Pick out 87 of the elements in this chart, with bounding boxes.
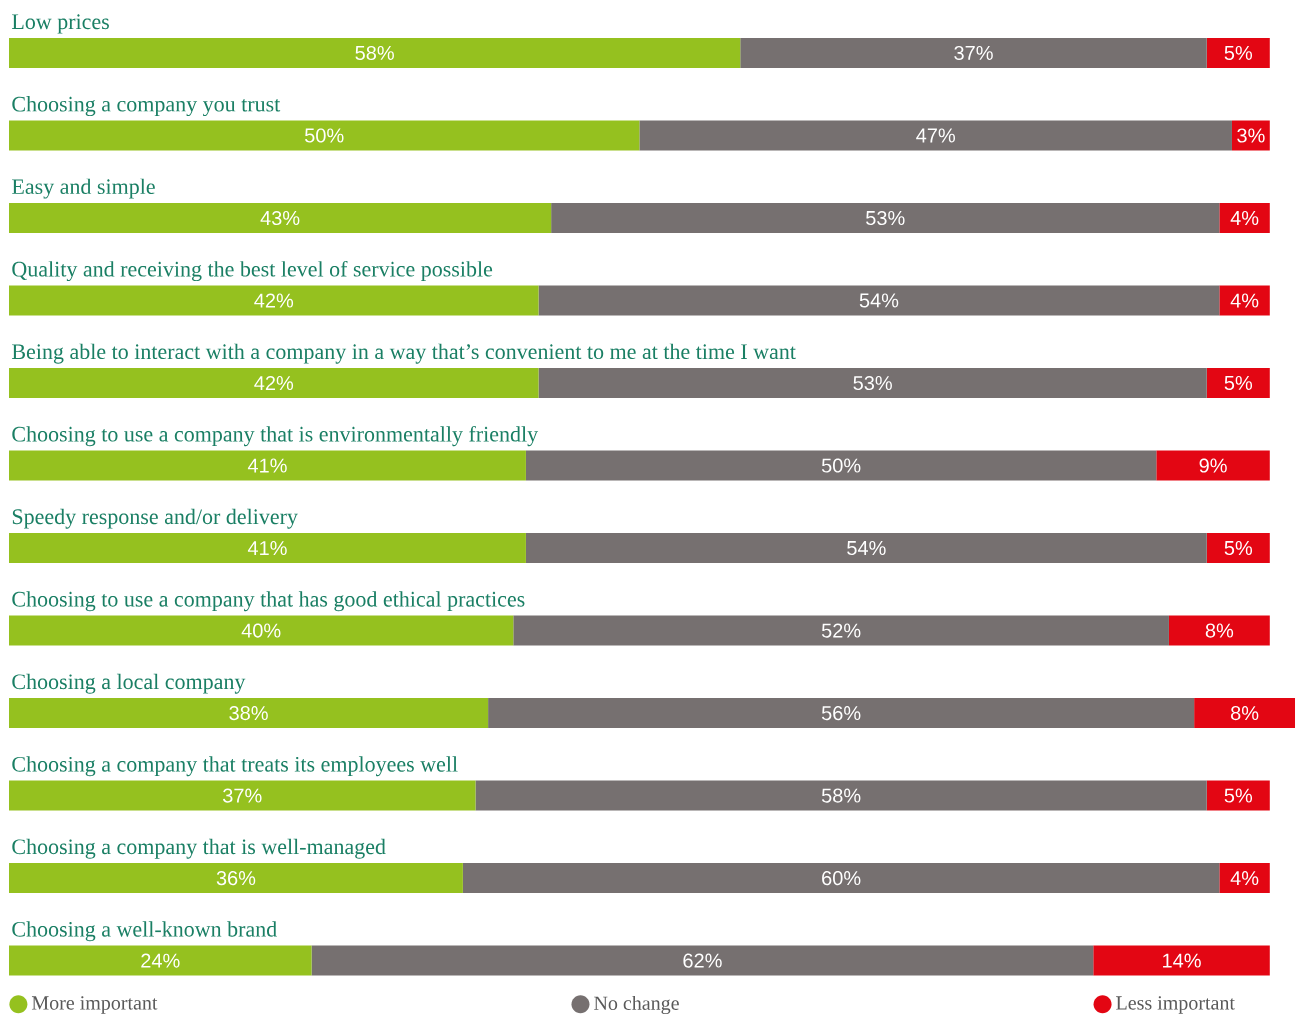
bar (9, 38, 741, 68)
bar (1206, 38, 1270, 68)
legend-label: No change (594, 995, 679, 1015)
y-tick-label: Quality and receiving the best level of service possible (12, 260, 493, 282)
bar (525, 533, 1207, 564)
data-label: 5% (1224, 541, 1253, 556)
bar (9, 863, 463, 894)
bar (9, 285, 539, 316)
y-tick-label: Choosing a company you trust (12, 96, 281, 117)
bar (9, 533, 526, 564)
bar (1206, 533, 1270, 564)
y-tick-label: Choosing a company that treats its employees well (12, 756, 458, 777)
data-label: 53% (866, 210, 905, 226)
bar (1093, 945, 1270, 976)
data-label: 58% (355, 45, 394, 61)
bar (1194, 698, 1296, 729)
bar (1219, 285, 1270, 316)
data-label: 4% (1230, 293, 1259, 308)
bar (9, 120, 640, 151)
data-label: 24% (141, 953, 180, 968)
data-label: 14% (1163, 953, 1201, 968)
bar (513, 615, 1169, 646)
bar (639, 120, 1232, 151)
bar (538, 285, 1220, 316)
data-label: 37% (954, 45, 993, 61)
y-tick-label: Being able to interact with a company in a way that’s convenient to me at the time I want (12, 343, 796, 364)
data-label: 58% (821, 788, 861, 803)
bar (740, 38, 1207, 68)
y-tick-label: Choosing a local company (12, 673, 246, 694)
bar (9, 780, 476, 811)
y-tick-label: Easy and simple (12, 178, 155, 199)
y-tick-label: Speedy response and/or delivery (12, 508, 298, 529)
data-label: 54% (847, 541, 886, 556)
bar (9, 615, 514, 646)
data-label: 43% (260, 210, 300, 226)
legend-label: More important (31, 996, 158, 1014)
data-label: 40% (241, 623, 281, 638)
y-tick-label: Low prices (12, 14, 109, 34)
bar (9, 698, 489, 729)
bar (551, 203, 1220, 234)
legend-label: Less important (1116, 996, 1235, 1014)
data-label: 62% (683, 953, 722, 968)
data-label: 8% (1205, 623, 1234, 638)
bar (488, 698, 1195, 729)
bar (9, 945, 312, 976)
bar (475, 780, 1207, 811)
y-tick-label: Choosing to use a company that has good ethical practices (12, 591, 525, 612)
data-label: 41% (247, 458, 287, 473)
bar (9, 368, 539, 399)
data-label: 5% (1224, 375, 1253, 391)
data-label: 50% (821, 458, 861, 473)
bar (1206, 368, 1270, 399)
data-label: 38% (229, 706, 268, 721)
bar (1206, 780, 1270, 811)
data-label: 52% (821, 623, 861, 638)
bar (1219, 203, 1270, 234)
data-label: 3% (1237, 128, 1265, 143)
data-label: 5% (1224, 788, 1253, 803)
bar (311, 945, 1094, 976)
data-label: 42% (254, 375, 294, 391)
data-label: 47% (916, 128, 955, 143)
data-label: 9% (1199, 458, 1227, 473)
bar (1156, 450, 1270, 481)
data-label: 5% (1224, 45, 1253, 61)
bar (525, 450, 1157, 481)
bar (1231, 120, 1270, 151)
data-label: 4% (1230, 871, 1259, 886)
data-label: 60% (822, 871, 861, 886)
data-label: 4% (1230, 210, 1259, 226)
data-label: 56% (821, 706, 861, 721)
bar (1219, 863, 1270, 894)
data-label: 54% (859, 293, 899, 308)
data-label: 37% (222, 788, 262, 803)
bar (1168, 615, 1270, 646)
y-tick-label: Choosing a well-known brand (12, 921, 277, 942)
data-label: 36% (216, 871, 256, 886)
bar (538, 368, 1207, 399)
data-label: 41% (247, 541, 287, 556)
bar (9, 450, 526, 481)
bar (9, 203, 552, 234)
data-label: 53% (853, 375, 892, 391)
data-label: 8% (1231, 706, 1259, 721)
data-label: 50% (305, 128, 344, 143)
bar (462, 863, 1220, 894)
y-tick-label: Choosing to use a company that is environmentally friendly (12, 425, 539, 447)
y-tick-label: Choosing a company that is well-managed (12, 838, 386, 859)
data-label: 42% (254, 293, 294, 308)
